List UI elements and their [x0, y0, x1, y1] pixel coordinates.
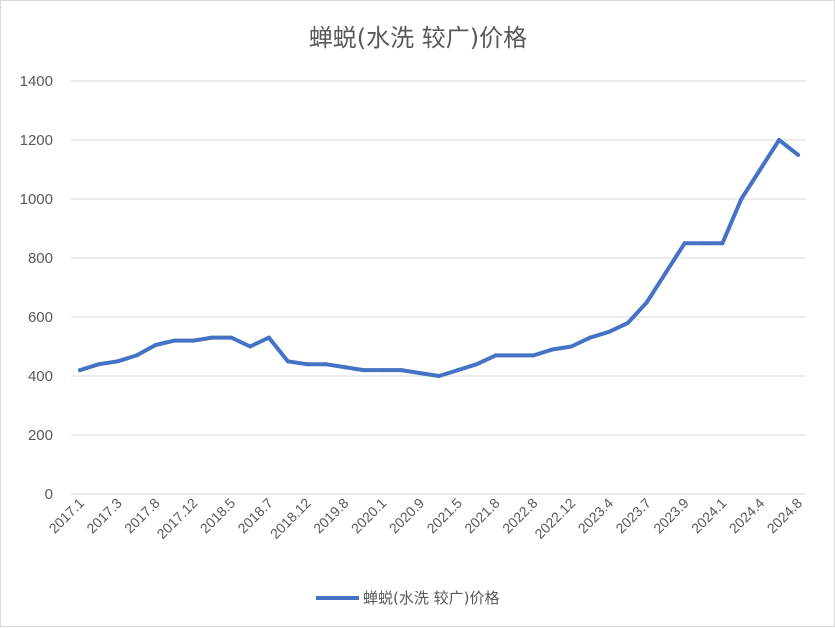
data-point — [531, 353, 536, 358]
x-tick-label: 2024.1 — [688, 495, 730, 537]
y-tick-label: 600 — [28, 309, 53, 326]
x-tick-label: 2017.12 — [153, 495, 200, 542]
x-tick-label: 2023.4 — [575, 495, 617, 537]
x-tick-label: 2020.1 — [348, 495, 390, 537]
x-tick-label: 2024.4 — [726, 495, 768, 537]
data-point — [474, 362, 479, 367]
data-point — [78, 368, 82, 373]
data-point — [550, 347, 555, 352]
x-tick-label: 2024.8 — [764, 495, 806, 537]
data-point — [758, 167, 763, 172]
x-tick-label: 2023.9 — [650, 495, 692, 537]
data-point — [512, 353, 517, 358]
data-point — [210, 335, 215, 340]
y-tick-label: 400 — [28, 368, 53, 385]
data-point — [134, 353, 139, 358]
data-point — [777, 138, 782, 142]
x-tick-label: 2018.5 — [197, 495, 239, 537]
data-point — [569, 344, 574, 349]
data-point — [323, 362, 328, 367]
data-point — [682, 241, 687, 246]
data-point — [229, 335, 234, 340]
data-point — [191, 338, 196, 343]
data-point — [96, 362, 101, 367]
data-point — [644, 300, 649, 305]
data-point — [285, 359, 290, 364]
y-tick-label: 1400 — [20, 73, 53, 90]
data-point — [607, 329, 612, 334]
y-tick-label: 1200 — [20, 132, 53, 149]
x-tick-label: 2022.12 — [531, 495, 578, 542]
y-tick-label: 800 — [28, 250, 53, 267]
x-axis-ticks: 2017.12017.32017.82017.122018.52018.7201… — [46, 495, 806, 542]
data-point — [701, 241, 706, 246]
data-point — [342, 365, 347, 370]
legend-label: 蝉蜕(水洗 较广)价格 — [363, 589, 499, 607]
data-point — [625, 320, 630, 325]
x-tick-label: 2023.7 — [612, 495, 654, 537]
data-point — [248, 344, 253, 349]
data-point — [455, 368, 460, 373]
chart-title: 蝉蜕(水洗 较广)价格 — [309, 24, 527, 52]
data-point — [493, 353, 498, 358]
x-tick-label: 2018.12 — [267, 495, 314, 542]
x-tick-label: 2017.3 — [83, 495, 125, 537]
x-tick-label: 2020.9 — [386, 495, 428, 537]
data-point — [418, 371, 423, 376]
data-point — [739, 197, 744, 201]
data-point — [437, 374, 441, 378]
data-point — [720, 241, 725, 246]
legend: 蝉蜕(水洗 较广)价格 — [316, 589, 499, 607]
data-point — [304, 362, 309, 367]
data-point — [663, 270, 668, 275]
data-point — [588, 335, 593, 340]
data-point — [380, 368, 385, 373]
data-point — [361, 368, 366, 373]
y-axis-ticks: 0 200 400 600 800 1000 1200 1400 — [20, 73, 53, 503]
data-point — [796, 152, 800, 157]
data-point — [115, 359, 120, 364]
y-tick-label: 200 — [28, 427, 53, 444]
data-point — [172, 338, 177, 343]
x-tick-label: 2021.8 — [461, 495, 503, 537]
grid-lines — [71, 80, 806, 495]
series-layer — [78, 138, 800, 378]
y-tick-label: 1000 — [20, 191, 53, 208]
x-tick-label: 2021.5 — [423, 495, 465, 537]
data-point — [266, 335, 271, 340]
data-point — [153, 343, 158, 347]
data-point — [399, 368, 404, 373]
y-tick-label: 0 — [45, 486, 53, 503]
x-tick-label: 2019.8 — [310, 495, 352, 537]
